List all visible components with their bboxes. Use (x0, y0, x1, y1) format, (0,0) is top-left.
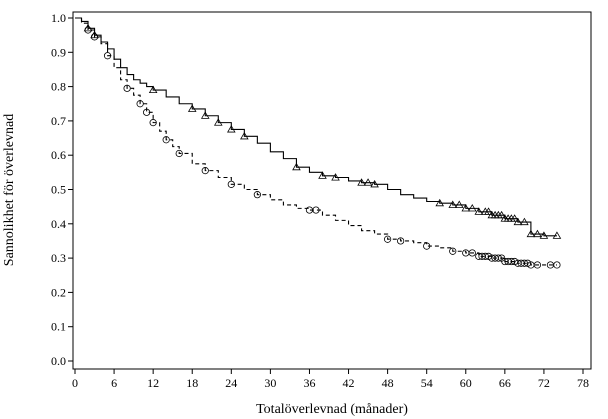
x-tick-label: 36 (303, 376, 315, 390)
y-axis-title: Sannolikhet för överlevnad (2, 114, 17, 266)
y-tick-label: 0.3 (51, 251, 66, 265)
censor-marker-triangle (539, 231, 549, 239)
censor-marker-circle (553, 261, 561, 269)
y-tick-label: 0.4 (51, 217, 66, 231)
x-tick-label: 48 (382, 376, 394, 390)
y-tick-label: 1.0 (51, 11, 66, 25)
censor-marker-triangle (484, 207, 493, 215)
censor-marker-circle (449, 247, 457, 255)
x-tick-label: 12 (147, 376, 159, 390)
x-tick-label: 60 (460, 376, 472, 390)
censor-marker-triangle (497, 210, 506, 219)
x-axis-title: Totalöverlevnad (månader) (256, 402, 408, 417)
censor-marker-circle (494, 254, 502, 262)
censor-marker-triangle (357, 178, 366, 186)
censor-marker-circle (84, 26, 92, 34)
censor-marker-circle (162, 136, 170, 144)
x-tick-label: 6 (111, 376, 117, 390)
x-tick-label: 54 (421, 376, 433, 390)
censor-marker-triangle (510, 214, 519, 222)
censor-marker-triangle (513, 217, 523, 226)
censor-marker-circle (175, 149, 183, 158)
x-tick-label: 42 (343, 376, 355, 390)
series-1-line (75, 17, 557, 237)
series-layer (75, 17, 562, 269)
censor-marker-circle (520, 259, 528, 267)
censor-marker-triangle (148, 85, 158, 94)
y-tick-label: 0.2 (51, 285, 66, 299)
plot-frame (72, 11, 592, 370)
series-2-line (75, 17, 557, 266)
censor-marker-triangle (552, 231, 562, 239)
y-tick-label: 0.7 (51, 114, 66, 128)
censor-marker-circle (227, 180, 235, 188)
y-tick-label: 0.5 (51, 183, 66, 197)
x-tick-label: 72 (538, 376, 550, 390)
x-tick-label: 24 (225, 376, 237, 390)
censor-marker-circle (143, 108, 151, 116)
censor-marker-triangle (90, 30, 99, 39)
censor-marker-triangle (187, 104, 197, 112)
censor-marker-triangle (474, 207, 484, 215)
censor-marker-triangle (467, 203, 477, 212)
censor-marker-triangle (292, 162, 301, 171)
series-1 (75, 17, 562, 239)
x-tick-label: 78 (577, 376, 589, 390)
censor-marker-triangle (213, 118, 223, 126)
censor-marker-triangle (331, 173, 340, 181)
censor-marker-triangle (240, 131, 249, 140)
censor-marker-triangle (318, 171, 327, 179)
censor-marker-triangle (461, 203, 471, 212)
y-tick-label: 0.9 (51, 45, 66, 59)
censor-marker-triangle (448, 200, 458, 208)
x-axis: 0 6 12 18 24 30 36 42 48 54 60 66 72 78 (72, 369, 589, 390)
x-tick-label: 0 (72, 376, 78, 390)
censor-marker-circle (397, 237, 405, 245)
censor-marker-circle (149, 119, 157, 127)
censor-marker-circle (468, 249, 476, 257)
x-tick-label: 18 (186, 376, 198, 390)
x-tick-label: 66 (499, 376, 511, 390)
series-2 (75, 17, 561, 269)
censor-marker-circle (384, 235, 392, 243)
censor-marker-circle (312, 206, 320, 214)
censor-marker-circle (507, 257, 515, 266)
x-tick-label: 30 (264, 376, 276, 390)
censor-marker-triangle (363, 178, 373, 186)
censor-marker-triangle (227, 125, 236, 133)
y-tick-label: 0.1 (51, 320, 66, 334)
censor-marker-triangle (370, 179, 379, 188)
censor-marker-triangle (435, 198, 445, 207)
censor-marker-circle (123, 84, 131, 92)
censor-marker-circle (253, 191, 261, 199)
censor-marker-triangle (200, 111, 210, 119)
censor-marker-triangle (526, 229, 536, 238)
censor-marker-triangle (83, 23, 93, 32)
censor-marker-triangle (520, 217, 529, 226)
censor-marker-circle (90, 33, 99, 41)
y-tick-label: 0.8 (51, 80, 66, 94)
y-tick-label: 0.0 (51, 354, 66, 368)
censor-marker-circle (423, 242, 431, 250)
censor-marker-triangle (454, 200, 464, 208)
censor-marker-circle (103, 52, 112, 60)
censor-marker-circle (481, 252, 489, 260)
y-tick-label: 0.6 (51, 148, 66, 162)
y-axis: 0.0 0.1 0.2 0.3 0.4 0.5 0.6 0.7 0.8 0.9 1.0 (51, 11, 73, 368)
censor-marker-circle (136, 100, 144, 108)
censor-marker-circle (533, 261, 542, 269)
censor-marker-triangle (533, 229, 542, 238)
censor-marker-circle (201, 167, 209, 175)
